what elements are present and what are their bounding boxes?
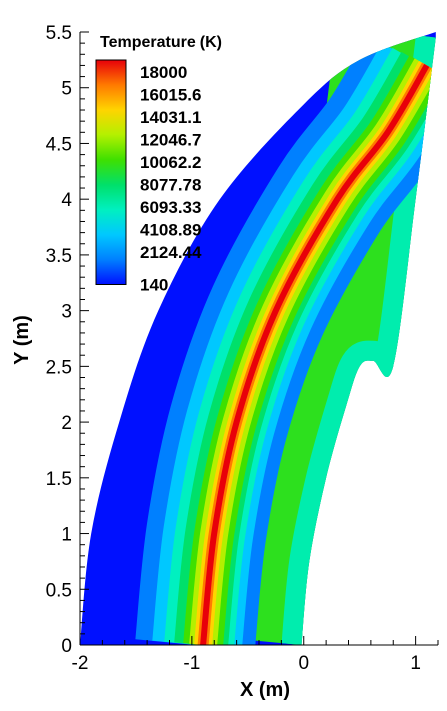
legend-label: 10062.2	[140, 153, 201, 172]
y-tick-label: 2	[61, 413, 72, 434]
shock-layer-bands	[135, 35, 436, 645]
legend-label: 16015.6	[140, 86, 201, 105]
y-tick-label: 3.5	[46, 246, 72, 267]
legend-label: 14031.1	[140, 108, 201, 127]
legend-label: 18000	[140, 63, 187, 82]
legend-colorbar	[95, 59, 127, 285]
x-ticks: -2 -1 0 1	[72, 636, 439, 674]
temperature-field	[80, 32, 436, 645]
x-axis-title: X (m)	[240, 679, 290, 701]
y-tick-label: 1.5	[46, 469, 72, 490]
y-tick-label: 1	[61, 525, 72, 546]
y-tick-label: 5	[61, 79, 72, 100]
y-tick-label: 3	[61, 302, 72, 323]
y-tick-label: 4	[61, 190, 72, 211]
y-tick-label: 2.5	[46, 357, 72, 378]
x-tick-label: 0	[298, 653, 309, 674]
legend-label: 12046.7	[140, 131, 201, 150]
legend-label: 140	[140, 276, 168, 295]
shock-band-8	[200, 63, 430, 645]
legend-label: 8077.78	[140, 176, 201, 195]
legend: Temperature (K) 18000 16015.6 14031.1 12046.…	[95, 34, 222, 295]
y-tick-label: 0	[61, 636, 72, 657]
y-tick-label: 0.5	[46, 580, 72, 601]
legend-title: Temperature (K)	[100, 34, 222, 51]
legend-unit: (K)	[200, 34, 222, 51]
y-ticks: 0 0.5 1 1.5 2 2.5 3 3.5 4 4.5 5 5.5	[46, 23, 89, 657]
x-tick-label: 1	[410, 653, 421, 674]
legend-label: 4108.89	[140, 221, 201, 240]
near-wall-region	[281, 35, 436, 645]
y-tick-label: 4.5	[46, 134, 72, 155]
legend-title-text: Temperature	[100, 34, 196, 51]
legend-label: 2124.44	[140, 243, 202, 262]
legend-swatches	[95, 59, 127, 285]
y-tick-label: 5.5	[46, 23, 72, 44]
x-tick-label: -2	[72, 653, 89, 674]
legend-labels: 18000 16015.6 14031.1 12046.7 10062.2 8077.78…	[140, 63, 202, 295]
axes: -2 -1 0 1 0 0.5 1 1.5 2 2.5 3 3.5 4 4.5 5 5.5 X (m) Y …	[11, 23, 439, 701]
legend-label: 6093.33	[140, 198, 201, 217]
x-tick-label: -1	[183, 653, 200, 674]
y-axis-title: Y (m)	[11, 315, 33, 365]
